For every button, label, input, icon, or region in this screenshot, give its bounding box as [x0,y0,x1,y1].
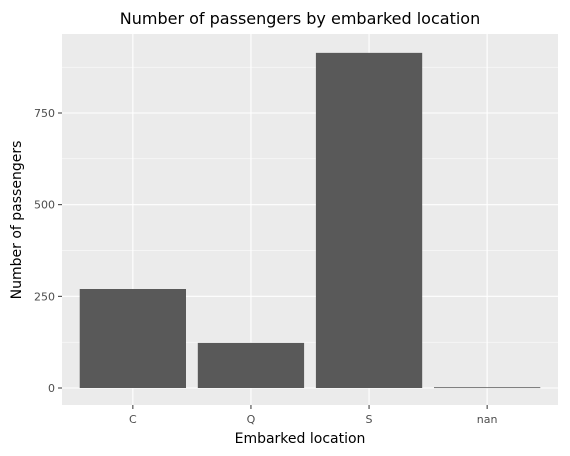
bar-C [79,289,186,388]
chart-title: Number of passengers by embarked locatio… [120,9,480,28]
y-tick-label: 750 [34,107,55,120]
bar-nan [434,387,541,389]
axis-ticks [58,112,488,409]
y-tick-label: 500 [34,199,55,212]
bar-Q [197,342,305,388]
x-tick-label: C [129,413,137,426]
x-tick-label: nan [477,413,498,426]
bar-S [315,52,423,388]
y-tick-label: 250 [34,290,55,303]
y-tick-label: 0 [48,382,55,395]
x-axis-title: Embarked location [235,431,366,447]
y-axis-title: Number of passengers [9,141,25,300]
x-tick-label: S [366,413,373,426]
bars [79,52,541,389]
x-tick-label: Q [247,413,256,426]
